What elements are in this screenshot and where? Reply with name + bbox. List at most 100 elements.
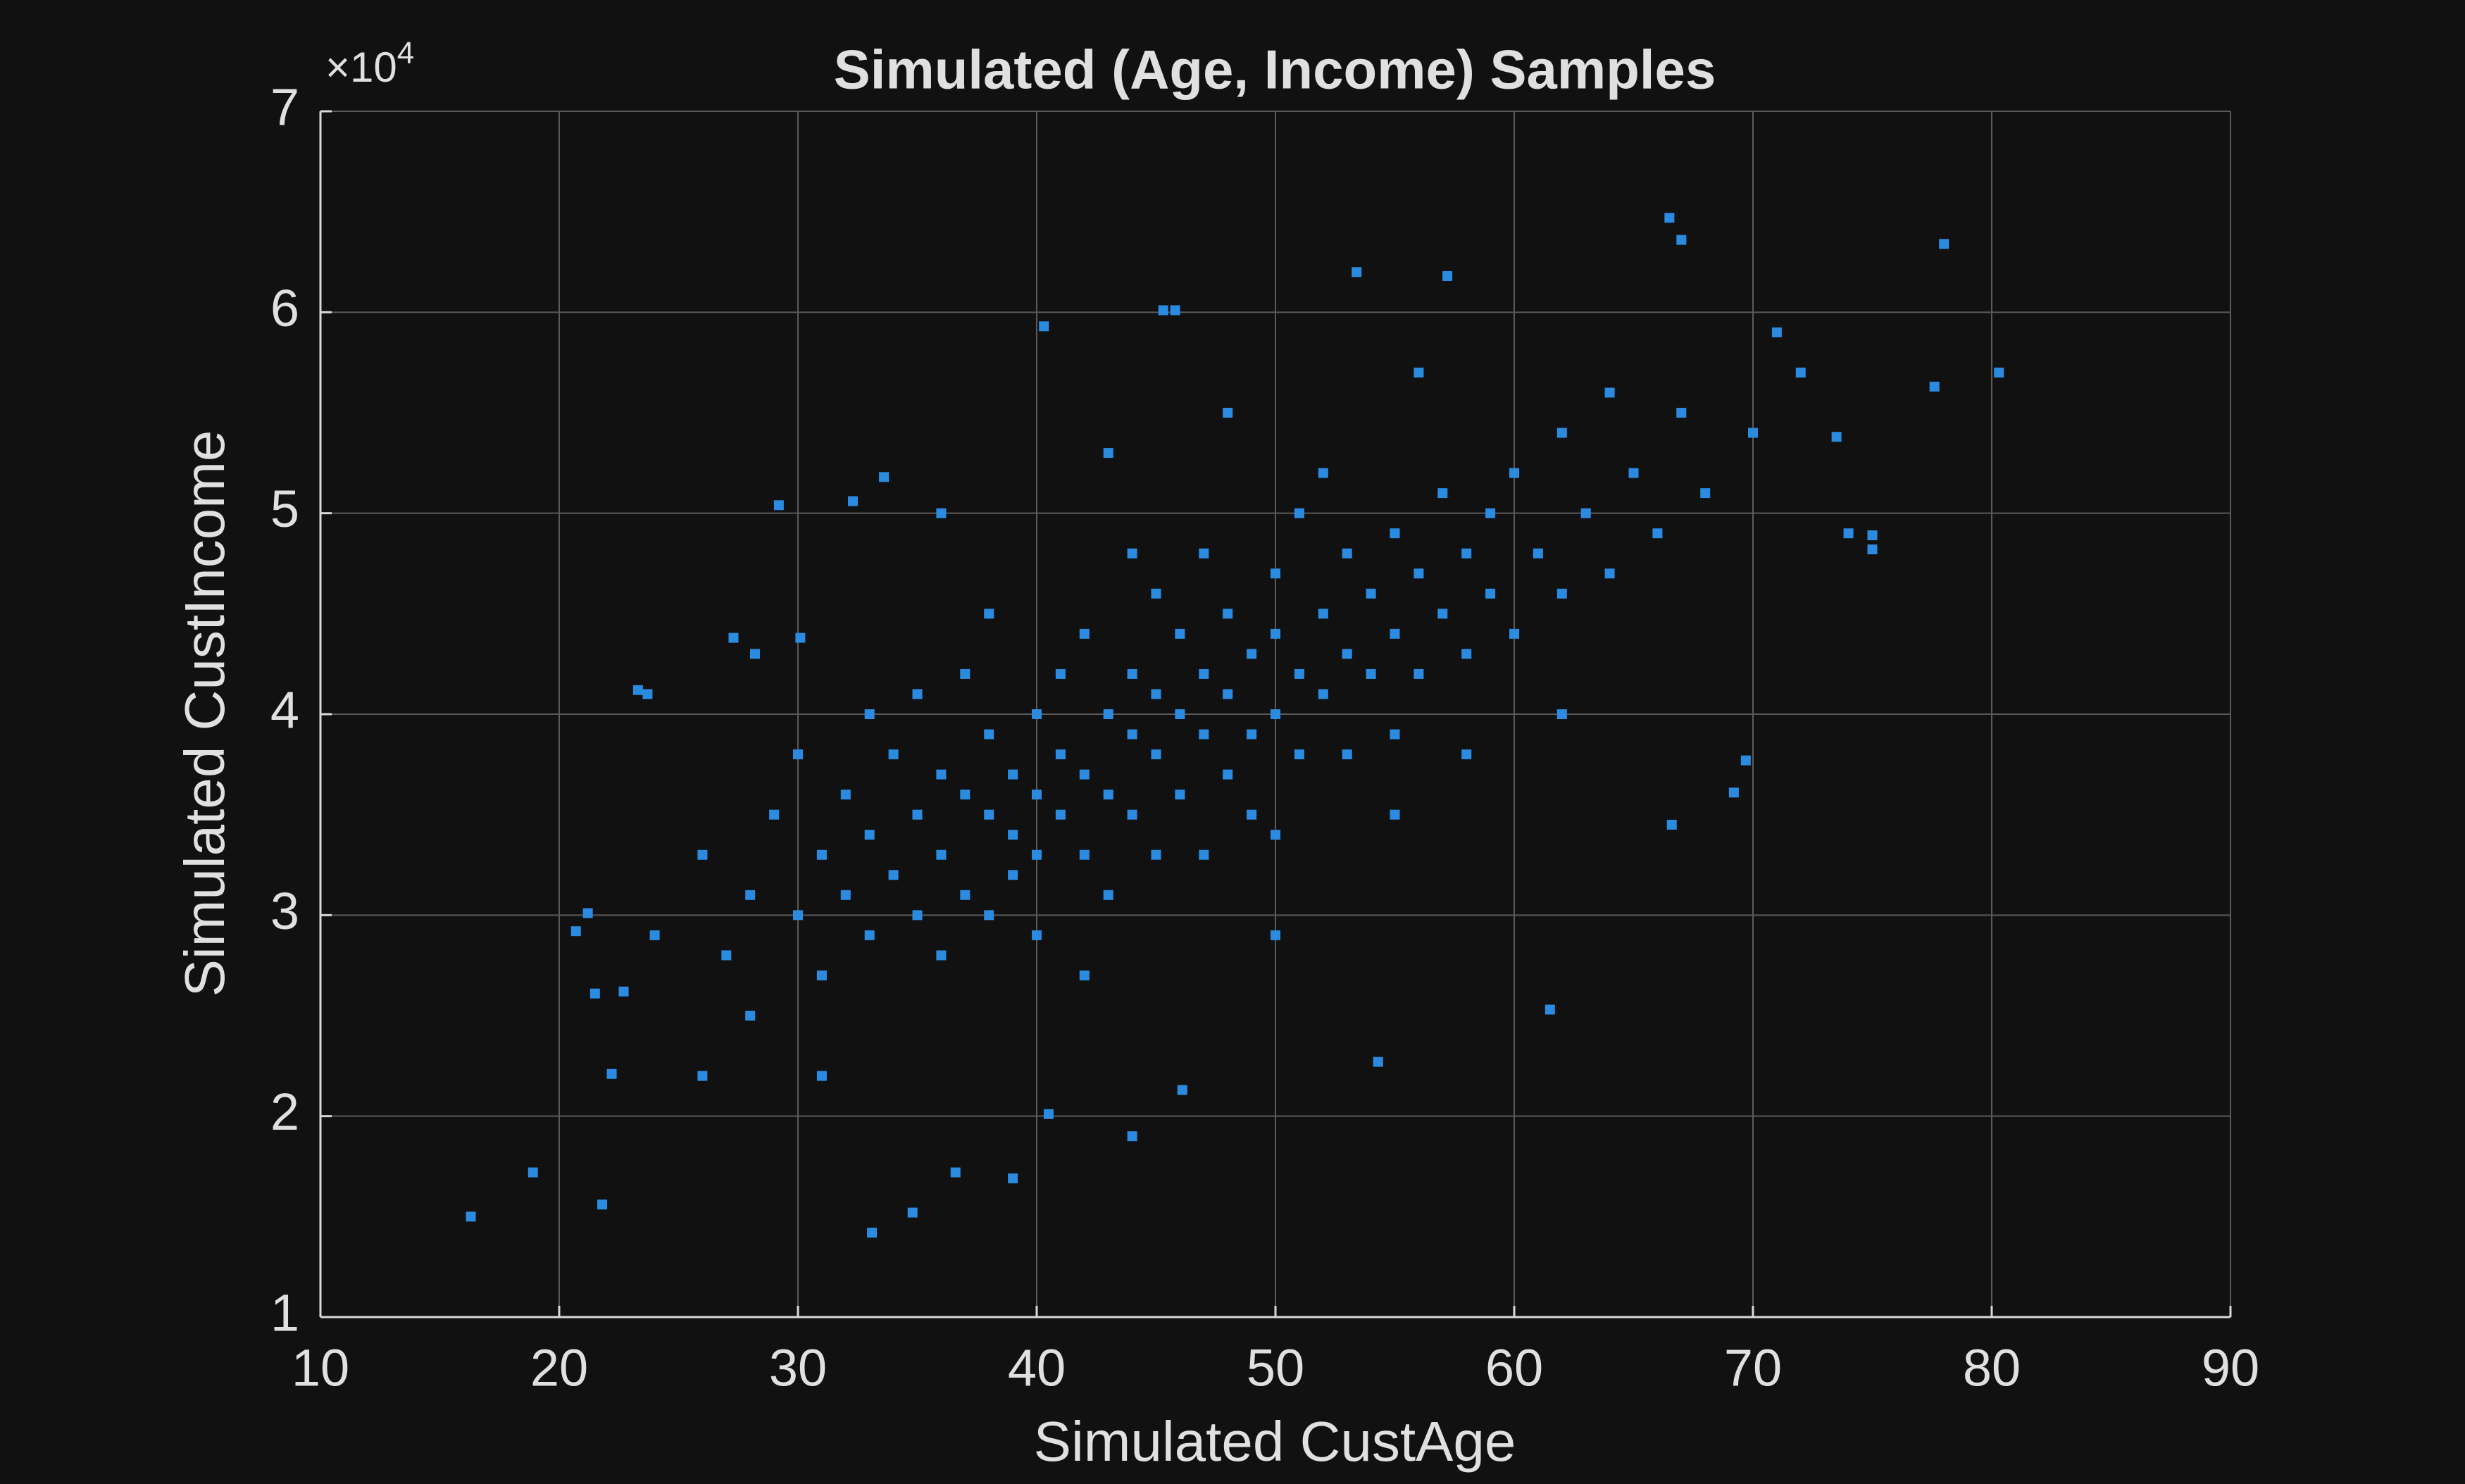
- y-tick-label: 1: [270, 1284, 299, 1342]
- y-tick-label: 6: [270, 279, 299, 337]
- point: [793, 910, 803, 921]
- point: [1079, 970, 1090, 980]
- point: [1994, 367, 2004, 378]
- point: [1509, 628, 1519, 639]
- point: [1032, 790, 1042, 800]
- point: [1676, 235, 1687, 245]
- point: [1008, 830, 1018, 840]
- point: [1158, 305, 1168, 316]
- y-tick-label: 7: [270, 78, 299, 137]
- x-tick-label: 50: [1247, 1339, 1304, 1397]
- point: [1867, 530, 1878, 541]
- point: [1199, 729, 1209, 740]
- point: [1318, 609, 1328, 619]
- point: [1318, 689, 1328, 699]
- point: [1294, 508, 1304, 518]
- point: [864, 930, 875, 940]
- point: [1461, 749, 1472, 760]
- y-tick-label: 4: [270, 681, 299, 740]
- point: [960, 790, 971, 800]
- y-tick-label: 3: [270, 882, 299, 940]
- point: [1795, 367, 1806, 378]
- point: [984, 609, 994, 619]
- point: [745, 1011, 756, 1021]
- point: [1223, 408, 1233, 418]
- y-tick-label: 5: [270, 480, 299, 538]
- point: [864, 830, 875, 840]
- point: [1271, 568, 1280, 579]
- point: [1170, 305, 1180, 316]
- point: [1151, 588, 1161, 599]
- point: [728, 632, 739, 643]
- point: [1079, 628, 1090, 639]
- point: [697, 849, 708, 860]
- point: [1151, 849, 1161, 860]
- point: [907, 1207, 918, 1218]
- point: [793, 749, 803, 760]
- point: [847, 496, 858, 506]
- point: [1740, 755, 1751, 766]
- point: [1544, 1004, 1555, 1015]
- point: [936, 849, 947, 860]
- point: [1342, 749, 1352, 760]
- point: [642, 689, 653, 699]
- point: [1055, 668, 1066, 679]
- point: [1437, 488, 1448, 499]
- point: [1390, 729, 1400, 740]
- point: [1127, 548, 1137, 559]
- point: [1151, 749, 1161, 760]
- point: [1728, 787, 1739, 798]
- point: [528, 1167, 538, 1178]
- point: [697, 1071, 708, 1081]
- point: [1604, 568, 1615, 579]
- x-axis-label: Simulated CustAge: [1034, 1410, 1516, 1473]
- point: [1247, 729, 1257, 740]
- point: [1223, 769, 1233, 780]
- point: [745, 890, 756, 900]
- point: [1199, 668, 1209, 679]
- point: [1032, 930, 1042, 940]
- point: [1199, 548, 1209, 559]
- y-axis-label: Simulated CustIncome: [173, 430, 236, 997]
- point: [912, 910, 923, 921]
- point: [1461, 548, 1472, 559]
- point: [1664, 213, 1675, 223]
- y-multiplier: ×104: [325, 36, 414, 91]
- point: [1247, 649, 1257, 659]
- point: [1032, 849, 1042, 860]
- point: [1055, 749, 1066, 760]
- point: [1437, 609, 1448, 619]
- point: [1151, 689, 1161, 699]
- point: [1414, 568, 1424, 579]
- point: [1390, 528, 1400, 539]
- x-tick-label: 70: [1724, 1339, 1782, 1397]
- point: [1177, 1085, 1187, 1095]
- point: [1175, 628, 1185, 639]
- point: [1271, 709, 1280, 719]
- point: [1223, 689, 1233, 699]
- point: [1103, 448, 1113, 459]
- point: [1628, 468, 1639, 478]
- point: [912, 809, 923, 820]
- y-multiplier-exponent: 4: [397, 36, 414, 70]
- point: [1414, 668, 1424, 679]
- point: [1666, 819, 1677, 830]
- point: [936, 508, 947, 518]
- point: [864, 709, 875, 719]
- point: [960, 890, 971, 900]
- point: [589, 988, 600, 999]
- point: [1127, 809, 1137, 820]
- point: [1485, 588, 1496, 599]
- point: [1079, 769, 1090, 780]
- point: [1390, 628, 1400, 639]
- point: [816, 970, 827, 980]
- point: [1604, 387, 1615, 398]
- point: [1366, 668, 1376, 679]
- x-tick-label: 80: [1963, 1339, 2021, 1397]
- point: [1223, 609, 1233, 619]
- point: [984, 809, 994, 820]
- x-tick-label: 30: [769, 1339, 827, 1397]
- point: [1461, 649, 1472, 659]
